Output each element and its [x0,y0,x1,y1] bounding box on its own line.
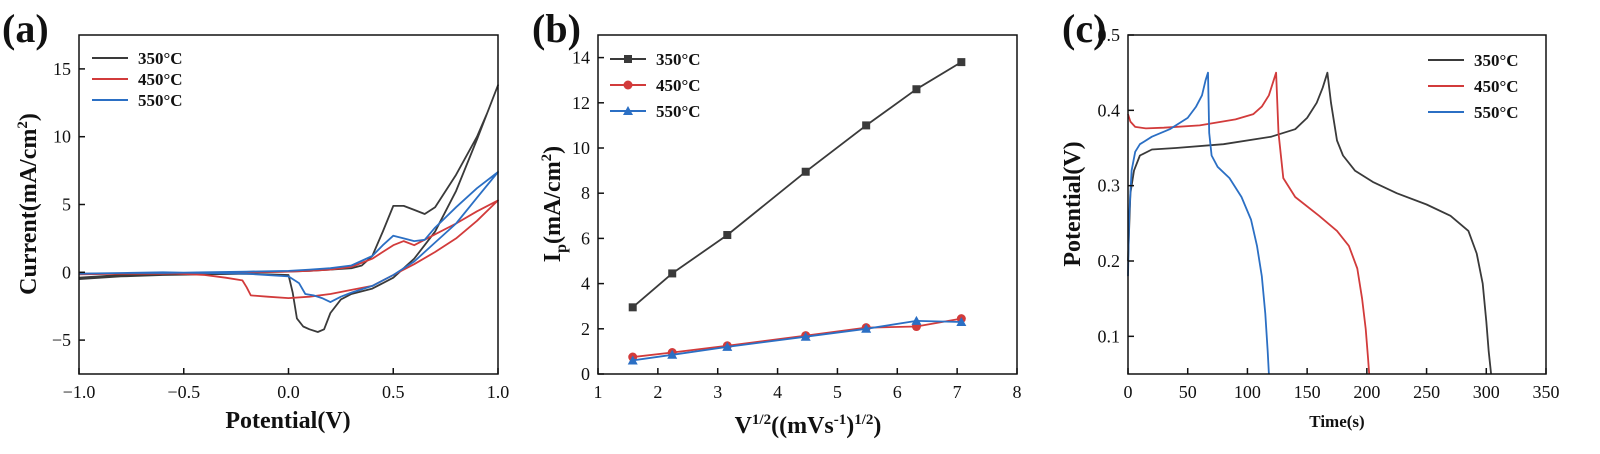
panel-c-legend-label: 550°C [1474,103,1519,122]
panel-c-series-350-line [1127,71,1492,375]
panel-b-ytick-label: 10 [572,138,590,158]
panel-b-point-350-2 [723,231,732,240]
panel-c-ylabel: Potential(V) [1060,141,1086,266]
panel-a-ytick-label: 10 [53,127,71,147]
panel-b-point-550-5 [911,315,922,325]
panel-c-series-550-line [1127,71,1270,375]
panel-b-legend-label: 450°C [656,76,701,95]
panel-b-point-550-0 [627,355,638,365]
panel-b-xtick-label: 3 [713,382,722,402]
panel-a-ytick-label: 0 [62,262,71,282]
panel-a-letter: (a) [2,6,49,51]
panel-b-legend-label: 350°C [656,50,701,69]
panel-b-ytick-label: 6 [581,228,590,248]
panel-b-xtick-label: 5 [833,382,842,402]
panel-b-ylabel: Ip(mA/cm2) [539,146,570,262]
panel-a-legend-label: 350°C [138,49,183,68]
panel-c-frame [1127,34,1547,375]
panel-b-point-550-1 [667,349,678,359]
panel-b-point-550-3 [800,331,811,341]
panel-b-legend-marker [623,106,633,115]
panel-b-ytick-label: 12 [572,93,590,113]
panel-a-series-450-line [78,199,499,300]
panel-a-ytick-label: 15 [53,59,71,79]
panel-b-frame [597,34,1018,375]
panel-c-legend-label: 350°C [1474,51,1519,70]
panel-a-series-350-line [78,84,499,333]
panel-a-ylabel: Current(mA/cm2) [15,113,42,295]
panel-a-xtick-label: 0.0 [277,382,300,402]
panel-a-xtick-label: −1.0 [63,382,96,402]
panel-b-point-350-1 [668,269,677,278]
panel-c-chart: (c) 0 50 100 150 200 250 300 350 0.1 0.2 0.3 0.4 0.5… [1060,6,1560,431]
panel-a-xtick-label: 1.0 [487,382,510,402]
panel-c-series-450-line [1127,71,1371,375]
panel-b-xtick-label: 6 [893,382,902,402]
panel-a-legend-label: 450°C [138,70,183,89]
panel-c-ytick-label: 0.3 [1098,176,1121,196]
panel-b-xtick-label: 1 [594,382,603,402]
panel-c-ytick-label: 0.2 [1098,251,1121,271]
panel-b-point-350-0 [628,303,637,312]
panel-c-xtick-label: 50 [1179,382,1197,402]
panel-b-series-350-line [632,61,962,308]
panel-c-xtick-label: 300 [1473,382,1500,402]
panel-a-xtick-label: −0.5 [167,382,200,402]
panel-c-xtick-label: 350 [1533,382,1560,402]
panel-c-xlabel: Time(s) [1309,412,1364,431]
panel-b-point-350-6 [957,58,966,67]
panel-b-ytick-label: 0 [581,364,590,384]
panel-c-ytick-label: 0.5 [1098,25,1121,45]
panel-a-series-550-line [78,171,499,304]
panel-a-ytick-label: 5 [62,195,71,215]
panel-b-letter: (b) [532,6,581,51]
panel-c-ytick-label: 0.1 [1098,326,1121,346]
panel-b-xtick-label: 8 [1013,382,1022,402]
panel-b-point-550-4 [861,323,872,333]
panel-b-xtick-label: 4 [773,382,782,402]
panel-c-legend-label: 450°C [1474,77,1519,96]
panel-c-letter: (c) [1062,6,1106,51]
panel-c-xtick-label: 200 [1353,382,1380,402]
panel-a-ytick-label: −5 [52,330,71,350]
panel-a-xlabel: Potential(V) [225,408,350,434]
panel-b-xtick-label: 7 [953,382,962,402]
panel-c-xtick-label: 150 [1294,382,1321,402]
panel-c-xtick-label: 250 [1413,382,1440,402]
panel-b-point-550-2 [722,341,733,351]
panel-b-legend-marker [624,55,632,63]
panel-b-xlabel: V1/2((mVs-1)1/2) [735,412,882,439]
panel-b-ytick-label: 8 [581,183,590,203]
panel-a-chart: (a) −1.0 −0.5 0.0 0.5 1.0 −5 0 5 10 15 350°C 450°C… [2,6,509,434]
panel-b-xtick-label: 2 [653,382,662,402]
panel-b-legend-label: 550°C [656,102,701,121]
panel-c-xtick-label: 0 [1124,382,1133,402]
panel-b-point-550-6 [956,317,967,327]
panel-a-xtick-label: 0.5 [382,382,405,402]
panel-b-point-350-4 [862,121,871,130]
panel-b-ytick-label: 14 [572,48,590,68]
panel-a-legend-label: 550°C [138,91,183,110]
panel-b-point-350-3 [801,167,810,176]
panel-c-xtick-label: 100 [1234,382,1261,402]
panel-b-ytick-label: 2 [581,319,590,339]
panel-b-ytick-label: 4 [581,274,590,294]
panel-b-legend-marker [623,80,633,90]
panel-c-ytick-label: 0.4 [1098,100,1121,120]
panel-b-point-350-5 [912,85,921,94]
